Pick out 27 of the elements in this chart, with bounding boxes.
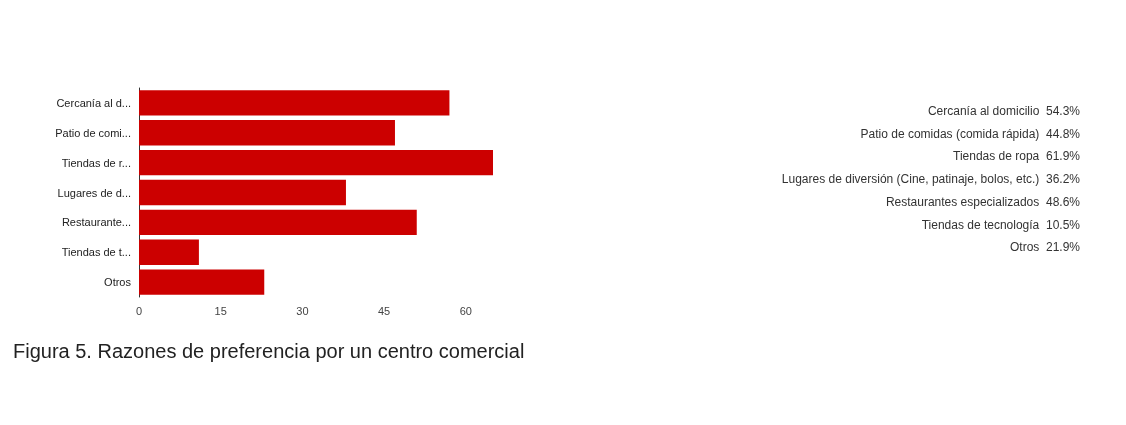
x-tick-label: 45 bbox=[377, 304, 391, 317]
text: Figura 5. Razones de preferencia por un centro comercial bbox=[13, 340, 525, 362]
y-tick-label: Cercanía al d... bbox=[56, 96, 131, 109]
bar bbox=[139, 239, 199, 265]
bar bbox=[139, 269, 265, 295]
text: Otros 21.9% bbox=[1009, 240, 1081, 255]
y-tick-label: Tiendas de r... bbox=[61, 156, 131, 169]
x-tick-label: 60 bbox=[459, 304, 472, 317]
y-tick-label: Tiendas de t... bbox=[61, 246, 131, 259]
text: Tiendas de tecnología 10.5% bbox=[921, 217, 1081, 232]
x-tick-label: 30 bbox=[296, 304, 309, 317]
bar bbox=[139, 179, 346, 206]
bar bbox=[139, 209, 417, 236]
y-tick-label: Patio de comi... bbox=[55, 126, 131, 139]
x-tick-label: 0 bbox=[135, 304, 143, 317]
text: Tiendas de ropa 61.9% bbox=[953, 149, 1081, 164]
text: Cercanía al domicilio 54.3% bbox=[927, 104, 1081, 118]
text: Lugares de diversión (Cine, patinaje, bolos, etc.) 36.2% bbox=[781, 172, 1081, 187]
bar bbox=[139, 120, 395, 146]
bar bbox=[139, 90, 450, 116]
text: Restaurantes especializados 48.6% bbox=[885, 194, 1081, 209]
bar bbox=[139, 149, 493, 176]
y-tick-label: Restaurante... bbox=[61, 216, 131, 229]
text: Patio de comidas (comida rápida) 44.8% bbox=[860, 126, 1081, 141]
x-tick-label: 15 bbox=[214, 304, 227, 317]
y-tick-label: Otros bbox=[104, 276, 132, 289]
y-tick-label: Lugares de d... bbox=[57, 186, 131, 199]
